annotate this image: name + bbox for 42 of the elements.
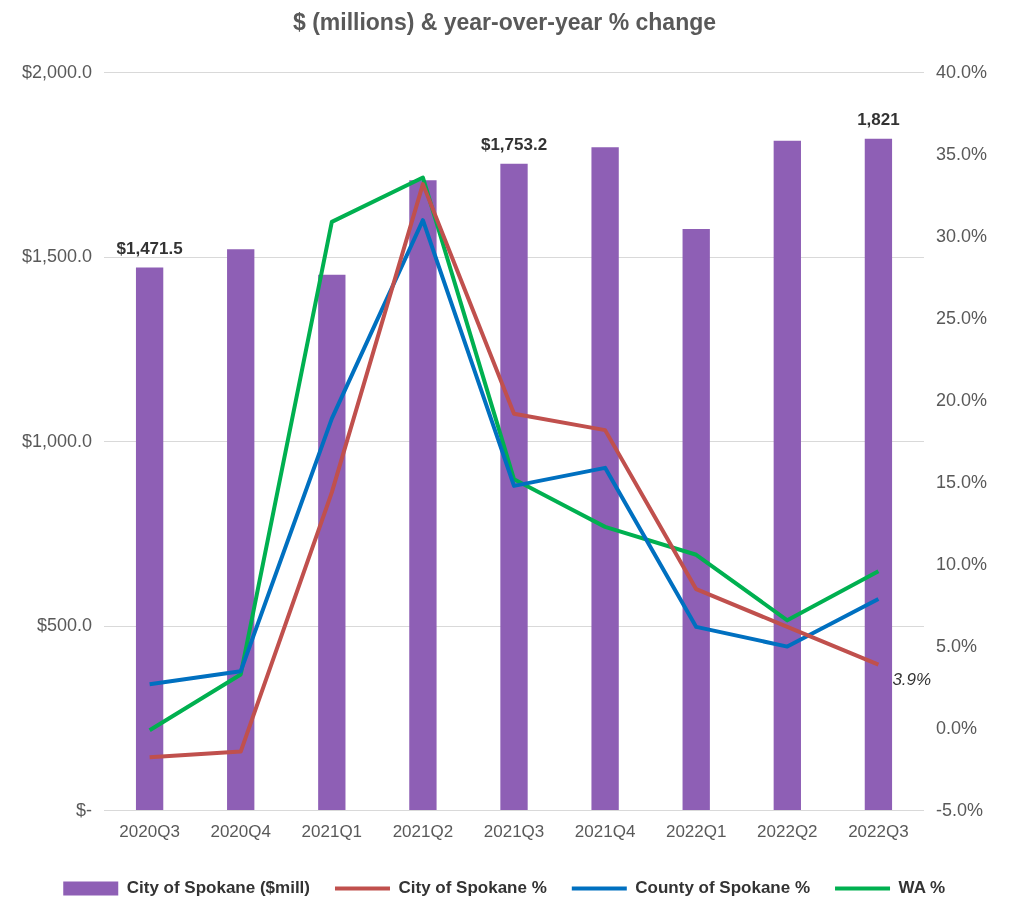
data-label: $1,471.5 — [116, 238, 183, 258]
legend-label: City of Spokane % — [398, 878, 547, 898]
data-label: 1,821 — [857, 109, 900, 129]
x-tick-label: 2022Q3 — [848, 822, 909, 842]
y2-tick-label: 40.0% — [935, 61, 988, 82]
x-tick-label: 2021Q3 — [483, 822, 545, 842]
y-tick-label: $500.0 — [37, 615, 93, 636]
bar — [500, 163, 528, 811]
legend-label: County of Spokane % — [635, 878, 811, 898]
legend-label: WA % — [898, 878, 946, 898]
x-tick-label: 2022Q2 — [757, 822, 818, 842]
legend-label: City of Spokane ($mill) — [126, 878, 310, 898]
bar — [773, 140, 801, 811]
bar — [135, 267, 164, 811]
bar — [591, 147, 619, 811]
y2-tick-label: 25.0% — [935, 307, 988, 328]
y-tick-label: $- — [76, 799, 93, 820]
y2-tick-label: -5.0% — [935, 799, 983, 820]
x-tick-label: 2021Q2 — [392, 822, 454, 842]
chart-title: $ (millions) & year-over-year % change — [292, 9, 717, 36]
x-tick-label: 2021Q4 — [574, 822, 636, 842]
x-tick-label: 2022Q1 — [665, 822, 727, 842]
x-tick-label: 2020Q4 — [210, 822, 271, 842]
y2-tick-label: 15.0% — [935, 471, 988, 492]
y2-tick-label: 10.0% — [935, 553, 988, 574]
y2-tick-label: 35.0% — [935, 143, 988, 164]
y2-tick-label: 30.0% — [935, 225, 988, 246]
y2-tick-label: 0.0% — [935, 717, 977, 738]
bar — [864, 138, 893, 811]
bar — [318, 274, 346, 811]
y-tick-label: $1,000.0 — [21, 430, 93, 451]
y2-tick-label: 5.0% — [935, 635, 977, 656]
bar — [682, 229, 710, 811]
y-tick-label: $2,000.0 — [21, 61, 93, 82]
bar — [227, 249, 255, 811]
y2-tick-label: 20.0% — [935, 389, 988, 410]
data-label: $1,753.2 — [480, 134, 548, 154]
y-tick-label: $1,500.0 — [21, 246, 93, 267]
data-label: 3.9% — [892, 670, 932, 690]
x-tick-label: 2020Q3 — [119, 822, 180, 842]
x-tick-label: 2021Q1 — [301, 822, 363, 842]
bar — [409, 180, 437, 811]
